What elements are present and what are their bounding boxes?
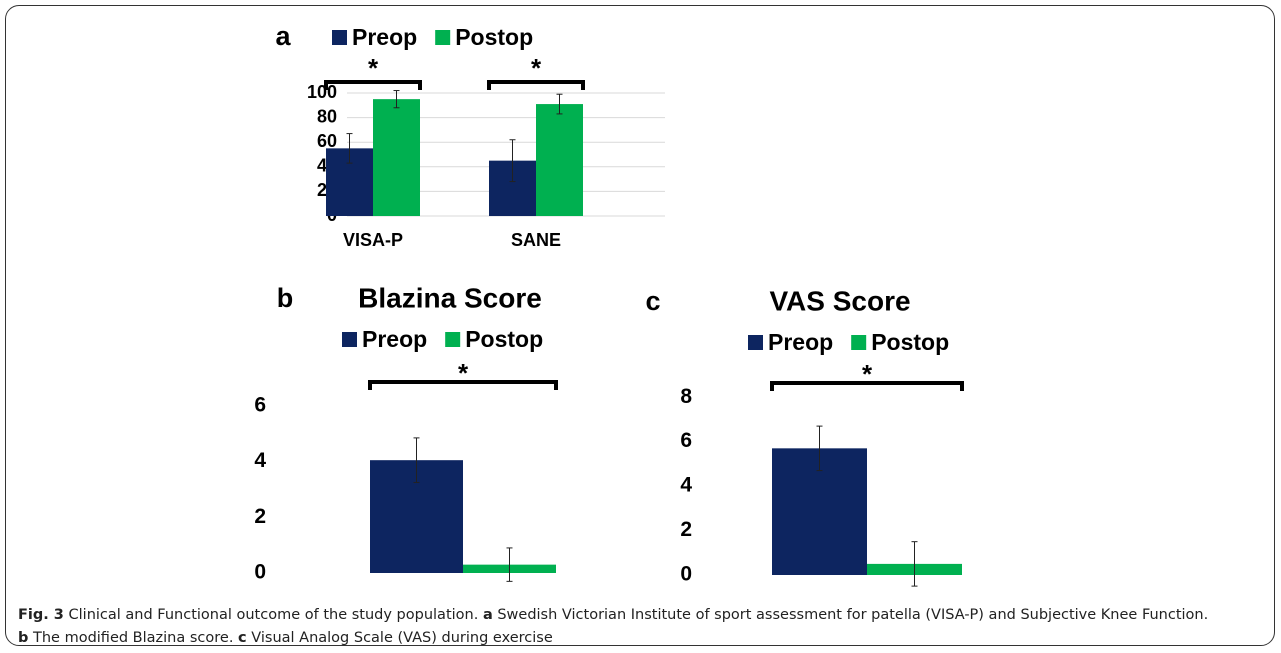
legend-label: Preop <box>362 326 427 352</box>
significance-bracket <box>324 80 422 90</box>
x-tick-label: VISA-P <box>343 230 403 250</box>
y-tick-label: 60 <box>317 131 337 151</box>
y-tick-label: 80 <box>317 106 337 126</box>
y-tick-label: 6 <box>680 429 692 452</box>
y-tick-label: 2 <box>254 505 266 528</box>
x-tick-label: SANE <box>511 230 561 250</box>
significance-star: * <box>531 53 542 83</box>
legend-swatch <box>435 30 451 45</box>
y-tick-label: 2 <box>680 518 692 541</box>
legend-swatch <box>851 335 867 350</box>
error-bar <box>413 437 420 483</box>
significance-bracket <box>770 381 964 391</box>
y-tick-label: 8 <box>680 385 692 408</box>
significance-star: * <box>862 359 873 389</box>
significance-bracket <box>368 380 558 390</box>
caption: Fig. 3 Clinical and Functional outcome o… <box>18 604 1218 650</box>
error-bar <box>393 90 400 109</box>
error-bar <box>506 547 513 582</box>
legend-swatch <box>332 30 347 45</box>
legend-label: Postop <box>455 24 533 50</box>
error-bar <box>911 541 918 587</box>
caption-text: a <box>482 607 493 623</box>
legend-swatch <box>342 332 357 347</box>
significance-star: * <box>458 358 469 388</box>
chart-title: VAS Score <box>769 285 910 316</box>
caption-text: The modified Blazina score. <box>28 630 239 646</box>
panel-label: b <box>277 283 294 313</box>
caption-text: Fig. 3 <box>18 607 64 623</box>
y-tick-label: 4 <box>680 474 692 497</box>
caption-text: Swedish Victorian Institute of sport ass… <box>492 607 1213 623</box>
legend-label: Postop <box>871 329 949 355</box>
y-tick-label: 100 <box>307 82 337 102</box>
legend-swatch <box>445 332 461 347</box>
y-tick-label: 0 <box>254 561 266 584</box>
legend-label: Preop <box>768 329 833 355</box>
error-bar <box>816 425 823 472</box>
error-bar <box>509 139 516 183</box>
caption-text: Clinical and Functional outcome of the s… <box>63 607 483 623</box>
panel-label: c <box>645 286 660 316</box>
significance-bracket <box>487 80 585 90</box>
bar <box>373 99 420 216</box>
legend-label: Postop <box>465 326 543 352</box>
panel-label: a <box>275 21 291 51</box>
y-tick-label: 6 <box>254 393 266 416</box>
figure-card <box>5 5 1275 646</box>
caption-text: c <box>238 630 247 646</box>
legend-swatch <box>748 335 763 350</box>
legend-label: Preop <box>352 24 417 50</box>
y-tick-label: 4 <box>254 449 266 472</box>
figure: aPreopPostop020406080100VISA-P*SANE*bBla… <box>254 21 964 587</box>
bar <box>536 104 583 216</box>
error-bar <box>556 93 563 115</box>
y-tick-label: 0 <box>680 563 692 586</box>
chart-title: Blazina Score <box>358 282 542 313</box>
caption-text: Visual Analog Scale (VAS) during exercis… <box>246 630 553 646</box>
significance-star: * <box>368 53 379 83</box>
caption-text: b <box>18 630 29 646</box>
error-bar <box>346 133 353 164</box>
